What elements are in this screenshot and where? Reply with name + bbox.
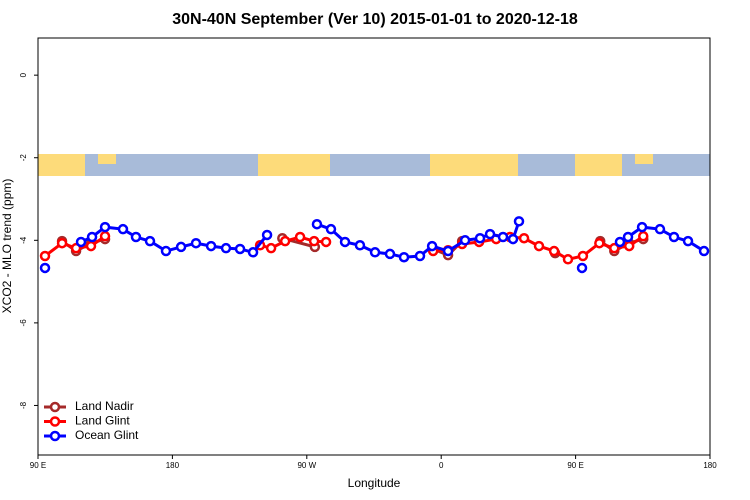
y-tick-label: -2 [19, 154, 28, 162]
point [594, 237, 605, 249]
point [117, 223, 129, 235]
legend-marker [49, 416, 61, 427]
point [265, 242, 277, 254]
point [160, 245, 172, 257]
point [484, 228, 496, 240]
point [311, 218, 323, 230]
y-tick-label: -6 [19, 319, 28, 327]
point [622, 231, 634, 243]
point [636, 221, 648, 233]
point [398, 251, 410, 263]
point [459, 235, 471, 246]
y-tick-label: -8 [19, 401, 28, 409]
x-tick-label: 180 [166, 461, 180, 470]
point [339, 236, 351, 248]
x-tick-label: 180 [703, 461, 717, 470]
point [85, 240, 97, 252]
point [56, 237, 68, 249]
point [614, 236, 626, 248]
point [426, 240, 438, 252]
point [533, 240, 545, 252]
point [609, 242, 620, 254]
y-tick-label: -4 [19, 236, 28, 244]
point [637, 230, 649, 242]
point [654, 223, 666, 235]
point [384, 248, 396, 260]
y-axis-label: XCO2 - MLO trend (ppm) [0, 179, 14, 314]
point [144, 235, 156, 247]
point [414, 250, 426, 262]
point [507, 233, 519, 245]
point [325, 223, 337, 235]
point [576, 262, 588, 274]
point [39, 250, 51, 262]
plot-frame [37, 37, 711, 456]
x-tick-label: 0 [439, 461, 444, 470]
chart-title: 30N-40N September (Ver 10) 2015-01-01 to… [172, 11, 578, 28]
legend-label: Land Nadir [75, 399, 134, 413]
point [294, 231, 306, 243]
point [175, 241, 187, 253]
point [497, 231, 509, 243]
point [548, 245, 560, 257]
point [234, 243, 246, 255]
legend-marker [49, 401, 61, 413]
point [369, 247, 381, 258]
point [99, 221, 111, 233]
point [190, 237, 202, 249]
point [474, 232, 486, 244]
point [442, 245, 454, 257]
point [247, 247, 259, 258]
point [518, 232, 530, 244]
x-tick-label: 90 W [297, 461, 316, 470]
point [99, 230, 111, 242]
x-tick-label: 90 E [567, 461, 583, 470]
point [562, 254, 574, 265]
point [39, 262, 51, 274]
point [86, 231, 98, 243]
point [354, 240, 366, 251]
point [308, 235, 320, 247]
point [668, 231, 680, 243]
point [577, 250, 589, 262]
x-axis-label: Longitude [348, 476, 401, 490]
legend-label: Land Glint [75, 414, 130, 428]
point [279, 235, 291, 247]
point [205, 240, 217, 252]
point [698, 245, 710, 257]
y-tick-label: 0 [19, 72, 28, 77]
point [320, 236, 332, 248]
point [513, 216, 525, 227]
world-map [38, 154, 710, 176]
legend-label: Ocean Glint [75, 428, 139, 442]
legend-marker [49, 430, 61, 442]
point [261, 229, 273, 241]
point [75, 236, 87, 248]
point [130, 231, 142, 243]
x-tick-label: 90 E [30, 461, 46, 470]
point [623, 240, 635, 252]
point [682, 235, 694, 247]
point [220, 242, 232, 254]
